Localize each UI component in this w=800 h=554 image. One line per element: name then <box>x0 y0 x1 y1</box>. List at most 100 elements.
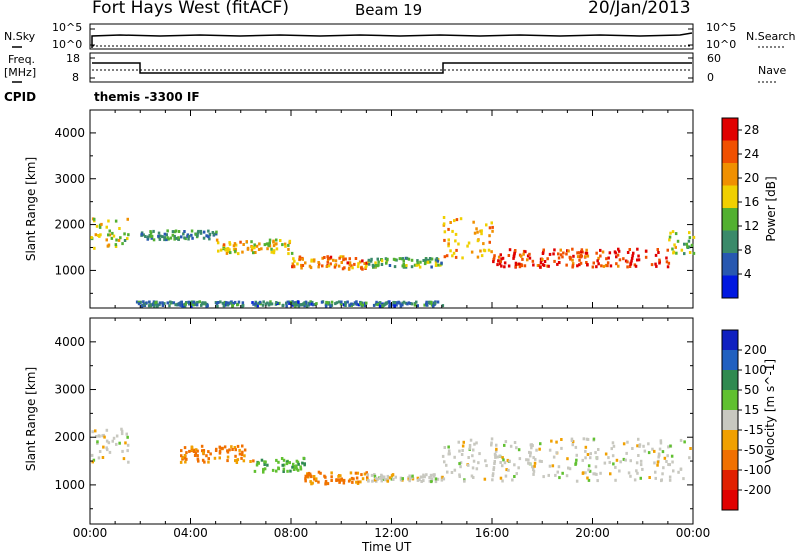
data-cell <box>270 302 274 306</box>
data-cell <box>170 301 173 305</box>
data-cell <box>223 300 227 304</box>
data-cell <box>393 265 397 269</box>
data-cell <box>528 256 532 260</box>
colorbar-tick-label: 4 <box>744 267 752 281</box>
data-cell <box>595 251 598 255</box>
data-cell <box>264 460 267 464</box>
data-cell <box>226 247 230 251</box>
data-cell <box>243 448 247 452</box>
data-cell <box>466 244 469 248</box>
data-cell <box>668 238 671 242</box>
data-cell <box>183 230 186 233</box>
data-cell <box>118 227 121 230</box>
data-cell <box>526 258 529 262</box>
data-cell <box>442 477 446 481</box>
data-cell <box>688 456 691 460</box>
data-cell <box>560 446 563 450</box>
data-cell <box>275 242 278 246</box>
data-cell <box>570 437 574 441</box>
data-cell <box>637 454 640 457</box>
data-cell <box>458 475 461 478</box>
data-cell <box>283 242 287 246</box>
data-cell <box>122 457 126 461</box>
data-cell <box>493 462 496 465</box>
data-cell <box>434 260 438 264</box>
colorbar-segment <box>722 230 738 254</box>
data-cell <box>269 302 272 306</box>
data-cell <box>158 237 162 241</box>
data-cell <box>115 238 118 242</box>
data-cell <box>342 303 346 307</box>
data-cell <box>312 303 315 307</box>
data-cell <box>421 475 424 479</box>
nsky-panel <box>89 23 694 50</box>
data-cell <box>327 256 330 260</box>
data-cell <box>639 459 643 463</box>
data-cell <box>386 257 389 261</box>
freq-label-2: [MHz] <box>4 66 37 79</box>
data-cell <box>440 478 444 482</box>
data-cell <box>567 466 570 470</box>
data-cell <box>559 248 562 252</box>
data-cell <box>319 471 322 475</box>
data-cell <box>588 469 592 473</box>
data-cell <box>484 459 487 463</box>
data-cell <box>666 454 669 458</box>
data-cell <box>390 474 394 478</box>
data-cell <box>107 219 110 223</box>
data-cell <box>149 231 153 235</box>
data-cell <box>173 230 177 234</box>
colorbar-tick-label: 24 <box>744 147 759 161</box>
data-cell <box>406 302 409 306</box>
data-cell <box>101 434 104 438</box>
data-cell <box>357 303 361 307</box>
data-cell <box>454 232 458 236</box>
data-cell <box>234 454 237 458</box>
data-cell <box>313 303 317 306</box>
data-cell <box>611 454 615 458</box>
data-cell <box>467 456 470 459</box>
data-cell <box>688 236 692 240</box>
colorbar-segment <box>722 163 738 186</box>
data-cell <box>556 470 559 474</box>
data-cell <box>560 438 563 441</box>
data-cell <box>145 301 148 305</box>
data-cell <box>441 304 445 308</box>
data-cell <box>617 264 620 268</box>
data-cell <box>240 453 244 457</box>
data-cell <box>207 460 210 464</box>
data-cell <box>490 221 493 225</box>
data-cell <box>385 301 388 305</box>
data-cell <box>499 461 502 464</box>
data-cell <box>434 264 438 267</box>
data-cell <box>606 264 609 268</box>
data-cell <box>415 300 418 304</box>
data-cell <box>228 448 231 452</box>
data-cell <box>417 263 420 267</box>
data-cell <box>458 473 461 477</box>
data-cell <box>263 463 266 466</box>
data-cell <box>624 458 627 462</box>
colorbar-tick-label: -100 <box>744 463 771 477</box>
data-cell <box>295 301 299 305</box>
data-cell <box>562 251 565 255</box>
data-cell <box>503 265 506 269</box>
data-cell <box>230 445 233 449</box>
y-tick-label: 4000 <box>54 335 85 349</box>
data-cell <box>309 480 312 484</box>
data-cell <box>126 217 129 221</box>
data-cell <box>215 238 219 242</box>
data-cell <box>263 243 267 247</box>
data-cell <box>179 460 183 464</box>
data-cell <box>292 465 296 468</box>
data-cell <box>258 242 261 246</box>
data-cell <box>255 463 259 467</box>
data-cell <box>550 439 553 443</box>
data-cell <box>561 471 564 475</box>
data-cell <box>401 257 405 261</box>
data-cell <box>140 232 143 236</box>
colorbar-segment <box>722 350 738 371</box>
data-cell <box>354 257 358 260</box>
data-cell <box>165 233 168 237</box>
data-cell <box>340 261 343 264</box>
